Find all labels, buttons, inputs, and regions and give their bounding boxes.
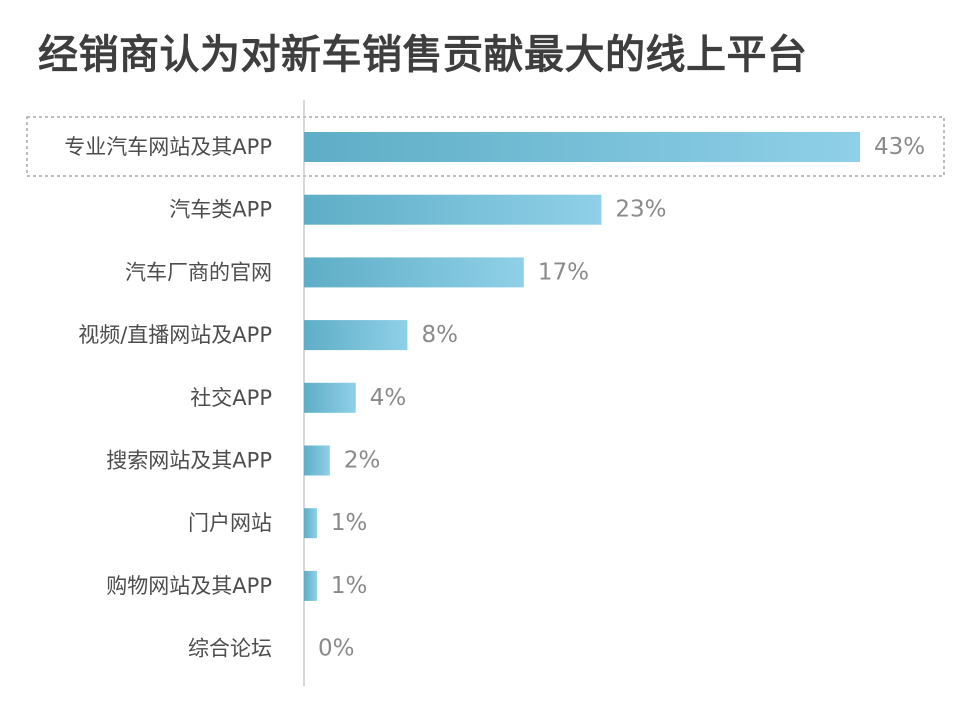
category-label: 汽车类APP <box>169 198 272 222</box>
category-label: 视频/直播网站及APP <box>78 323 272 347</box>
category-label: 汽车厂商的官网 <box>125 260 272 284</box>
bar <box>304 445 330 476</box>
chart-title: 经销商认为对新车销售贡献最大的线上平台 <box>38 32 808 78</box>
category-label: 购物网站及其APP <box>106 574 272 598</box>
bar <box>304 320 408 351</box>
bar <box>304 132 860 162</box>
bar <box>304 382 356 413</box>
bar <box>304 508 317 539</box>
category-label: 社交APP <box>190 386 272 410</box>
category-label: 综合论坛 <box>188 637 272 661</box>
bars-layer: 专业汽车网站及其APP 43% 汽车类APP 23% 汽车厂商的官网 17% 视频/直播网站… <box>64 132 925 662</box>
value-label: 2% <box>344 448 381 474</box>
value-label: 0% <box>318 636 355 662</box>
value-label: 23% <box>615 197 666 223</box>
highlight-box <box>26 116 945 177</box>
value-label: 1% <box>331 573 368 599</box>
category-label: 搜索网站及其APP <box>106 449 272 473</box>
value-label: 8% <box>421 322 458 348</box>
bar <box>304 570 317 601</box>
value-label: 17% <box>538 259 589 285</box>
category-label: 专业汽车网站及其APP <box>64 135 272 159</box>
value-label: 4% <box>370 385 407 411</box>
bar <box>304 194 602 225</box>
value-label: 43% <box>874 134 925 160</box>
category-label: 门户网站 <box>188 511 272 535</box>
value-label: 1% <box>331 510 368 536</box>
bar <box>304 257 524 288</box>
